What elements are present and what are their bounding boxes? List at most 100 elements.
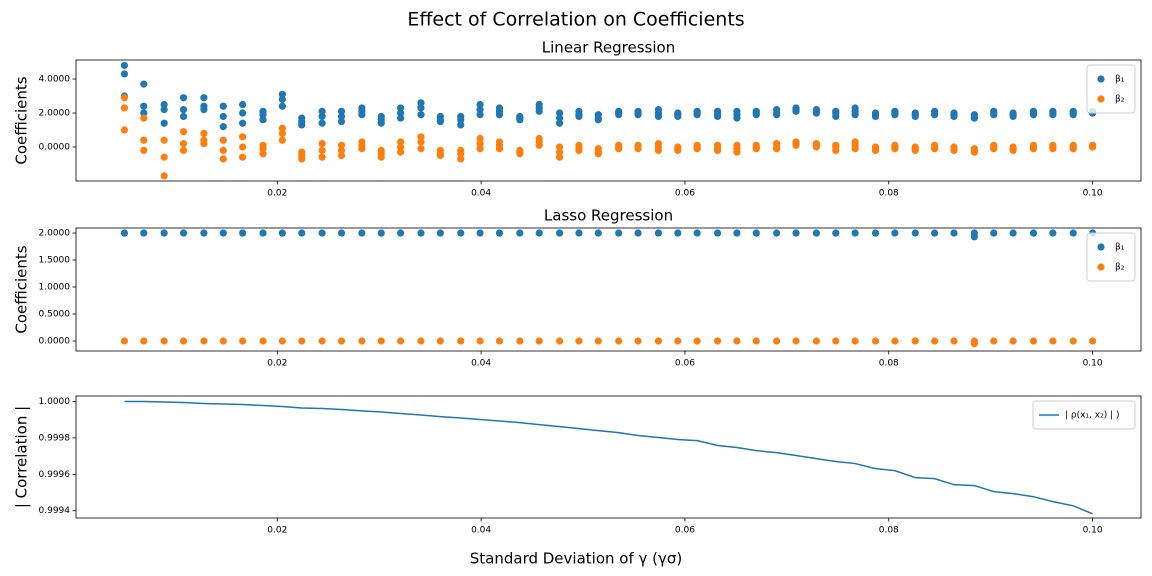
y-tick-label: 0.5000 (39, 310, 71, 320)
scatter-point (594, 337, 602, 345)
scatter-point (278, 229, 286, 237)
scatter-point (1029, 229, 1038, 237)
scatter-point (535, 337, 543, 345)
scatter-point (219, 155, 227, 163)
scatter-point (733, 114, 741, 122)
scatter-point (259, 116, 267, 124)
scatter-point (931, 111, 939, 119)
scatter-point (575, 112, 583, 121)
scatter-point (239, 119, 247, 127)
scatter-point (594, 150, 602, 158)
scatter-point (417, 229, 425, 237)
scatter-point (594, 229, 602, 237)
scatter-point (950, 229, 958, 237)
scatter-point (120, 61, 129, 70)
scatter-point (396, 148, 405, 156)
scatter-point (179, 112, 188, 121)
scatter-point (1069, 337, 1077, 345)
scatter-point (792, 107, 800, 115)
scatter-point (752, 337, 760, 345)
y-tick-label: 0.9996 (39, 470, 71, 480)
legend-marker (1097, 95, 1105, 103)
scatter-point (674, 229, 682, 237)
scatter-point (733, 229, 741, 237)
scatter-point (752, 111, 760, 119)
figure-title: Effect of Correlation on Coefficients (407, 9, 744, 31)
scatter-point (239, 337, 247, 345)
scatter-point (634, 111, 642, 119)
scatter-point (337, 117, 346, 126)
scatter-point (318, 146, 326, 155)
scatter-point (179, 229, 188, 237)
scatter-point (970, 148, 978, 156)
x-tick-label: 0.04 (471, 189, 491, 199)
legend: | ρ(x₁, x₂) | ) (1032, 400, 1136, 430)
scatter-point (931, 145, 939, 153)
legend-label: β₂ (1115, 263, 1125, 273)
scatter-point (318, 119, 326, 127)
scatter-point (396, 138, 405, 146)
scatter-point (851, 337, 859, 345)
scatter-point (1069, 111, 1077, 119)
scatter-point (1029, 145, 1038, 153)
legend-label: β₂ (1115, 95, 1125, 105)
scatter-point (931, 229, 939, 237)
scatter-point (219, 229, 227, 237)
scatter-point (950, 112, 958, 121)
scatter-point (871, 146, 880, 155)
scatter-point (555, 337, 564, 345)
scatter-point (555, 109, 564, 117)
scatter-point (457, 155, 465, 163)
scatter-point (298, 121, 306, 129)
x-tick-label: 0.02 (267, 359, 287, 369)
scatter-point (417, 104, 425, 112)
scatter-point (298, 229, 306, 237)
x-axis-label: Standard Deviation of γ (γσ) (470, 550, 682, 568)
scatter-point (396, 104, 405, 112)
scatter-point (239, 153, 247, 161)
scatter-point (773, 145, 781, 153)
scatter-point (476, 229, 484, 237)
scatter-point (1069, 145, 1077, 153)
scatter-point (674, 337, 682, 345)
scatter-point (674, 146, 682, 155)
scatter-point (140, 114, 148, 122)
scatter-point (990, 111, 998, 119)
scatter-point (575, 229, 583, 237)
scatter-point (1049, 145, 1057, 153)
x-tick-label: 0.10 (1083, 189, 1103, 199)
scatter-point (516, 116, 524, 124)
scatter-point (812, 143, 821, 151)
scatter-point (278, 124, 286, 132)
scatter-point (1069, 229, 1077, 237)
scatter-point (575, 146, 583, 155)
scatter-point (990, 337, 998, 345)
scatter-point (812, 109, 821, 117)
y-tick-label: 4.0000 (39, 75, 71, 85)
scatter-point (120, 229, 129, 237)
scatter-point (337, 229, 346, 237)
scatter-point (713, 146, 722, 155)
scatter-point (654, 337, 663, 345)
scatter-point (318, 337, 326, 345)
y-tick-label: 1.5000 (39, 256, 71, 266)
scatter-point (417, 133, 425, 141)
legend-label: β₁ (1115, 243, 1125, 253)
scatter-point (140, 80, 148, 88)
scatter-point (179, 337, 188, 345)
scatter-point (318, 140, 326, 148)
scatter-point (318, 112, 326, 121)
scatter-point (871, 229, 880, 237)
scatter-point (1088, 143, 1097, 151)
y-tick-label: 0.0000 (39, 337, 71, 347)
scatter-point (891, 145, 899, 153)
scatter-point (654, 229, 663, 237)
legend-box (1086, 232, 1136, 282)
axes-title: Lasso Regression (544, 207, 673, 225)
scatter-point (1009, 229, 1017, 237)
legend: β₁ β₂ (1086, 64, 1136, 114)
scatter-point (654, 112, 663, 121)
scatter-point (693, 229, 701, 237)
scatter-point (495, 111, 504, 119)
legend-label: β₁ (1115, 75, 1125, 85)
